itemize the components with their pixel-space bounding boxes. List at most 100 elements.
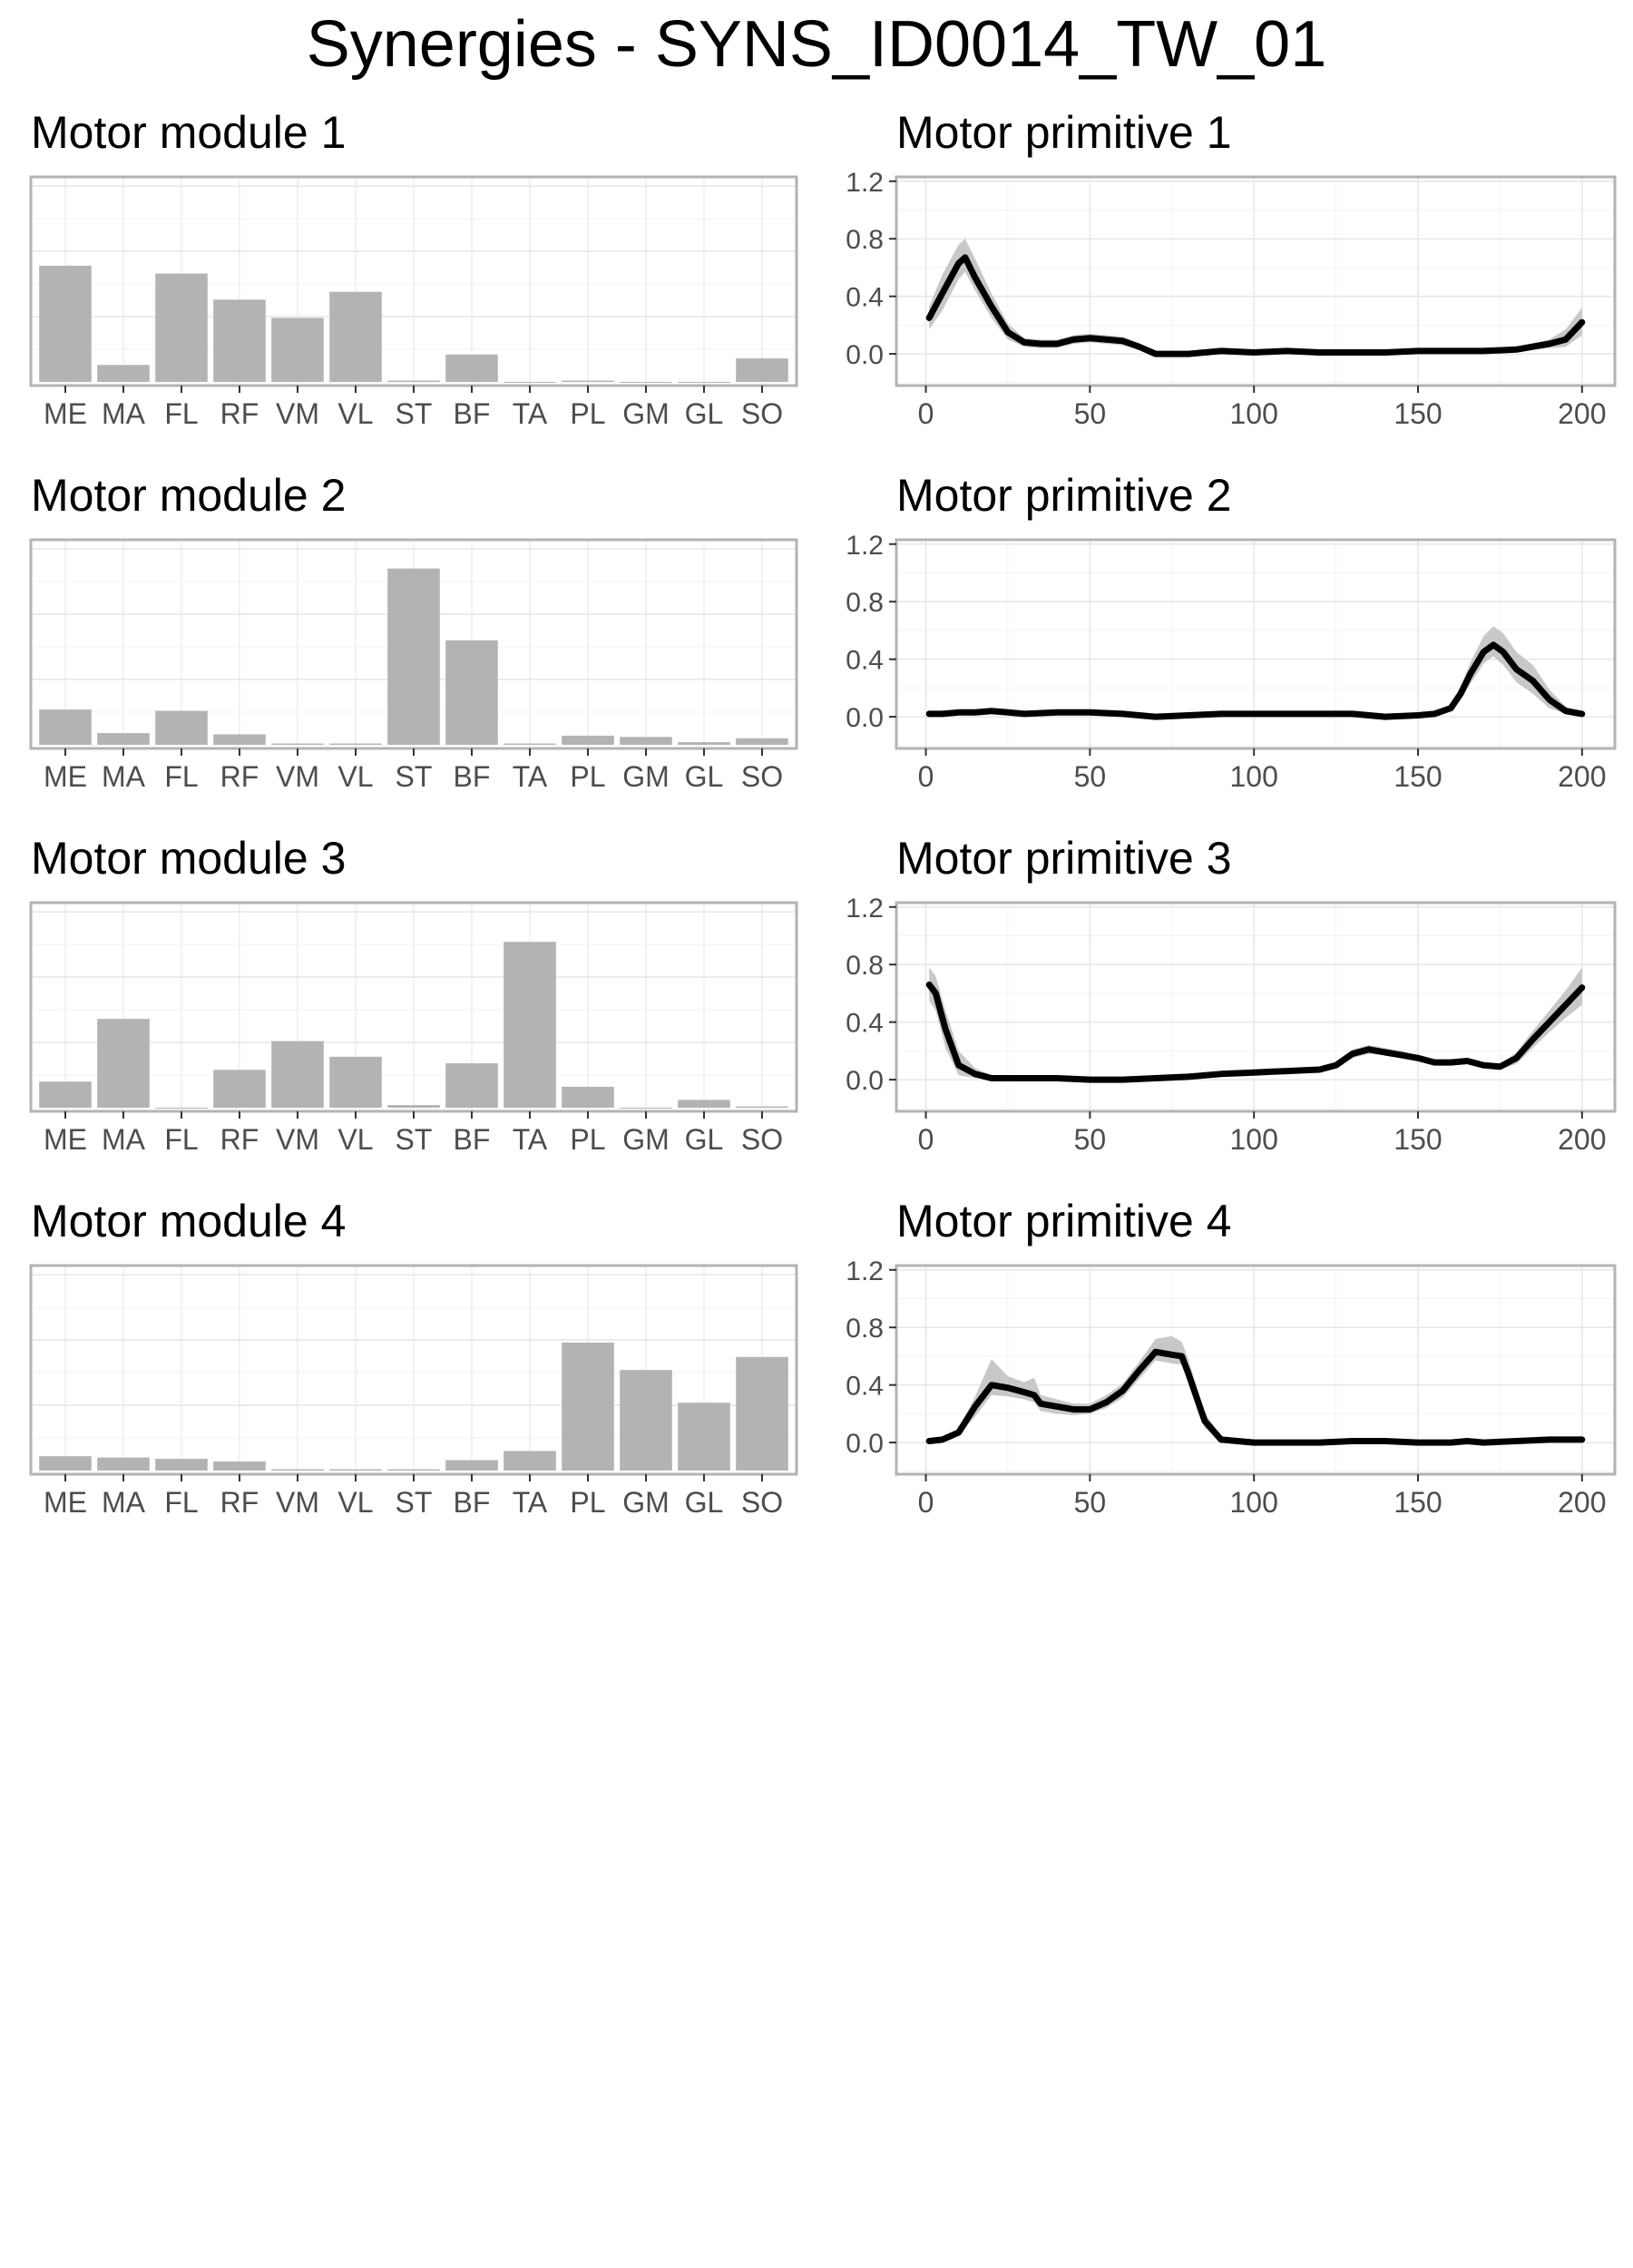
primitive-line	[925, 641, 1586, 720]
y-tick-label: 1.2	[846, 1256, 884, 1286]
x-tick-label: TA	[513, 1123, 548, 1156]
bar-pl	[562, 735, 614, 745]
x-tick-label: 200	[1558, 760, 1606, 793]
x-tick-label: PL	[570, 1486, 605, 1519]
y-tick-label: 0.4	[846, 1009, 884, 1039]
x-tick-label: FL	[164, 1123, 198, 1156]
bar-pl	[562, 1086, 614, 1108]
bar-gl	[678, 742, 730, 745]
x-tick-label: VM	[276, 1486, 319, 1519]
bar-ta	[504, 743, 556, 745]
x-tick-label: BF	[454, 397, 491, 430]
module-title: Motor module 1	[31, 107, 346, 158]
x-tick-label: TA	[513, 1486, 548, 1519]
bar-gl	[678, 1403, 730, 1471]
x-tick-label: GM	[622, 1486, 670, 1519]
x-tick-label: PL	[570, 1123, 605, 1156]
x-tick-label: VL	[337, 760, 373, 793]
x-tick-label: VM	[276, 397, 319, 430]
x-tick-label: BF	[454, 1123, 491, 1156]
x-tick-label: 0	[918, 760, 934, 793]
y-tick-label: 0.0	[846, 1429, 884, 1459]
x-tick-label: FL	[164, 1486, 198, 1519]
bar-rf	[213, 1070, 266, 1108]
x-tick-label: 150	[1393, 1486, 1442, 1519]
x-tick-label: 150	[1393, 397, 1442, 430]
bar-fl	[155, 1459, 208, 1471]
primitive-title: Motor primitive 1	[896, 107, 1232, 158]
y-tick-label: 0.4	[846, 283, 884, 313]
bar-fl	[155, 1108, 208, 1109]
y-tick-label: 1.2	[846, 531, 884, 561]
bar-ma	[97, 365, 150, 382]
bar-vm	[271, 318, 324, 382]
y-tick-label: 0.0	[846, 1066, 884, 1096]
bar-vl	[329, 1469, 382, 1471]
bar-so	[736, 1106, 788, 1108]
bar-fl	[155, 273, 208, 382]
bar-gl	[678, 1100, 730, 1108]
x-tick-label: GM	[622, 760, 670, 793]
x-tick-label: ST	[396, 397, 433, 430]
bar-gm	[620, 1108, 672, 1109]
bar-gl	[678, 382, 730, 383]
primitive-line	[925, 1348, 1586, 1446]
bar-so	[736, 738, 788, 745]
x-tick-label: RF	[220, 760, 259, 793]
x-tick-label: 50	[1074, 760, 1107, 793]
bar-ta	[504, 1451, 556, 1471]
bar-bf	[445, 1460, 498, 1471]
x-tick-label: RF	[220, 397, 259, 430]
bar-vm	[271, 743, 324, 745]
bar-fl	[155, 710, 208, 745]
y-tick-label: 0.8	[846, 951, 884, 981]
x-tick-label: ME	[44, 1486, 87, 1519]
bar-pl	[562, 1342, 614, 1471]
x-tick-label: BF	[454, 1486, 491, 1519]
bar-gm	[620, 737, 672, 745]
bar-so	[736, 358, 788, 382]
x-tick-label: 200	[1558, 1486, 1606, 1519]
x-tick-label: SO	[741, 760, 783, 793]
x-tick-label: FL	[164, 397, 198, 430]
x-tick-label: 50	[1074, 1486, 1107, 1519]
x-tick-label: TA	[513, 397, 548, 430]
bar-me	[39, 1081, 92, 1108]
bar-vm	[271, 1041, 324, 1108]
x-tick-label: 0	[918, 1123, 934, 1156]
y-tick-label: 0.0	[846, 340, 884, 370]
y-tick-label: 0.8	[846, 1314, 884, 1344]
y-tick-label: 0.8	[846, 225, 884, 255]
bar-st	[387, 568, 440, 745]
y-tick-label: 1.2	[846, 894, 884, 924]
x-tick-label: RF	[220, 1486, 259, 1519]
bar-st	[387, 1469, 440, 1471]
panel-border	[895, 175, 1617, 387]
x-tick-label: 150	[1393, 760, 1442, 793]
x-tick-label: ST	[396, 1486, 433, 1519]
x-tick-label: 200	[1558, 1123, 1606, 1156]
bar-pl	[562, 380, 614, 382]
x-tick-label: MA	[102, 760, 146, 793]
y-tick-label: 0.8	[846, 588, 884, 618]
bar-gm	[620, 382, 672, 383]
module-title: Motor module 3	[31, 833, 346, 884]
bar-ta	[504, 382, 556, 383]
x-tick-label: GL	[685, 760, 724, 793]
bar-vl	[329, 1056, 382, 1108]
x-tick-label: MA	[102, 397, 146, 430]
x-tick-label: GM	[622, 397, 670, 430]
x-tick-label: VL	[337, 1486, 373, 1519]
x-tick-label: 0	[918, 1486, 934, 1519]
x-tick-label: 50	[1074, 397, 1107, 430]
x-tick-label: RF	[220, 1123, 259, 1156]
bar-ma	[97, 1019, 150, 1108]
x-tick-label: 100	[1229, 397, 1277, 430]
x-tick-label: ME	[44, 397, 87, 430]
panel-border	[895, 901, 1617, 1113]
bar-gm	[620, 1370, 672, 1471]
bar-rf	[213, 299, 266, 382]
x-tick-label: GL	[685, 397, 724, 430]
bar-bf	[445, 1063, 498, 1108]
